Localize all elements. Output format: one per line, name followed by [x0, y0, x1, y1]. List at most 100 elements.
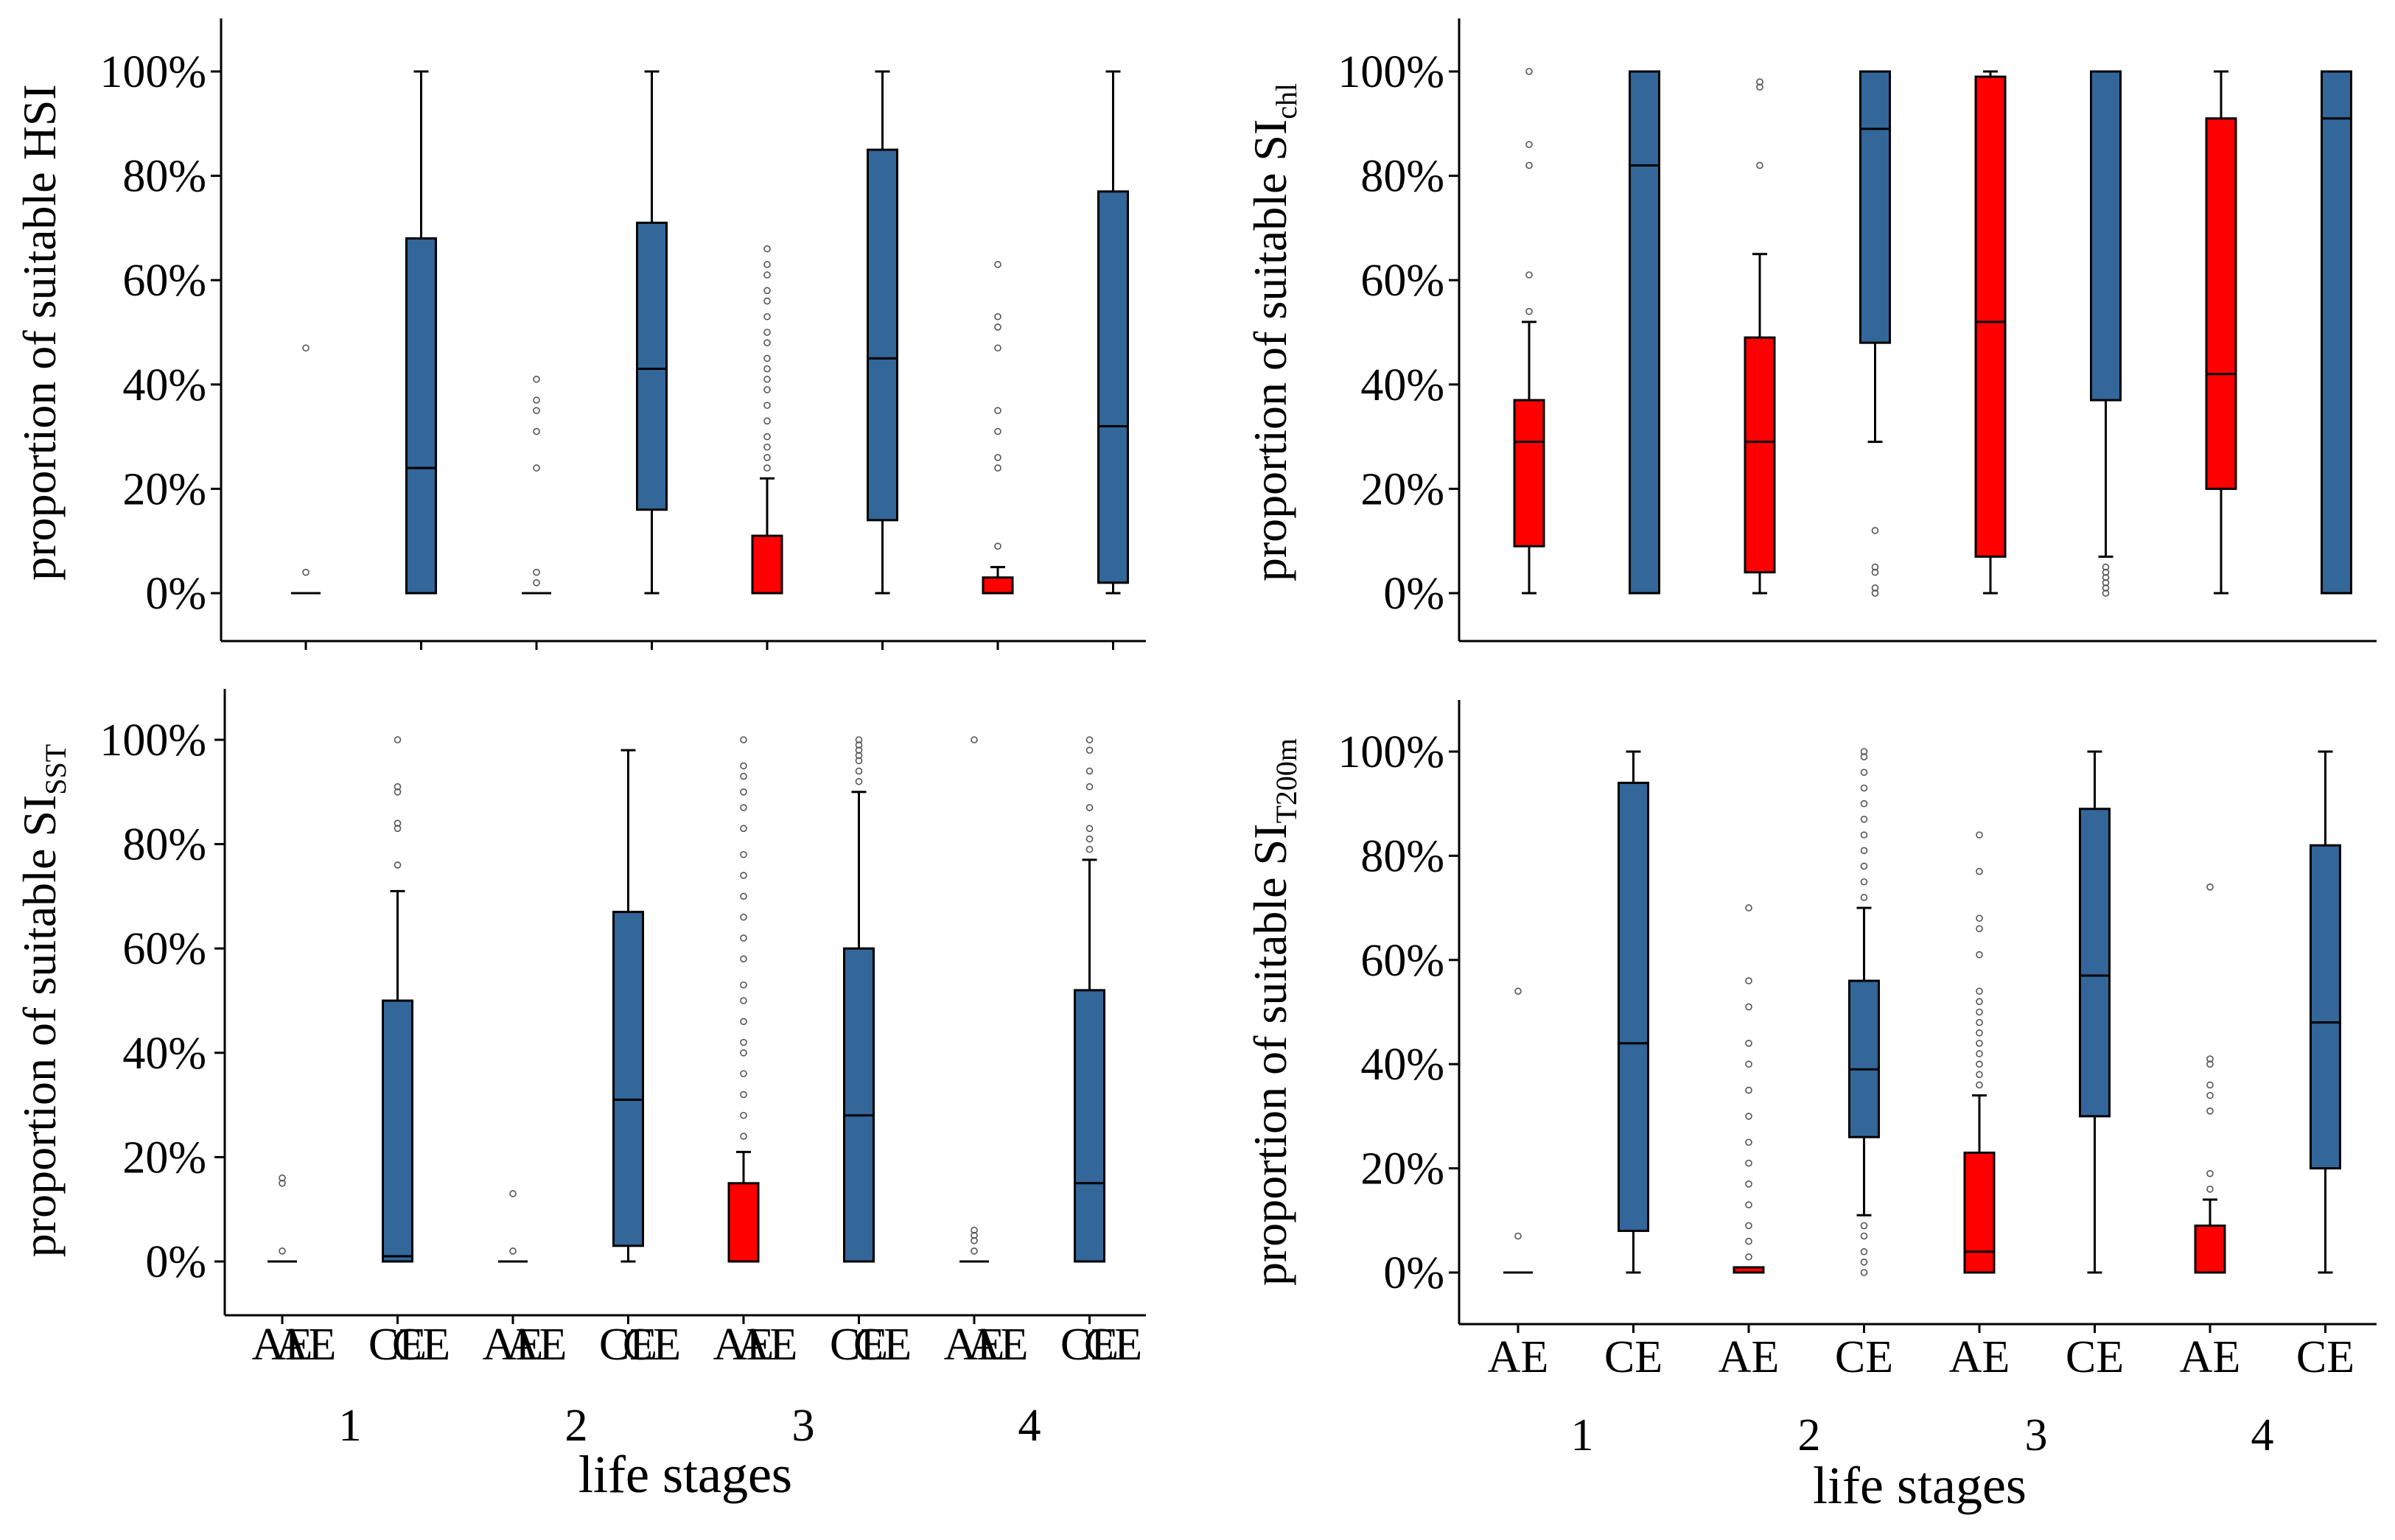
- outlier-point: [1976, 914, 1983, 923]
- outlier-point: [994, 407, 1001, 415]
- x-category-label: CE: [1084, 1320, 1142, 1370]
- outlier-point: [740, 872, 747, 879]
- outlier-point: [1525, 68, 1533, 75]
- outlier-point: [533, 375, 540, 383]
- outlier-point: [1745, 1003, 1752, 1011]
- box-CE-stage-3: [867, 70, 898, 595]
- outlier-point: [533, 568, 540, 576]
- box-CE-stage-1: [1629, 70, 1660, 595]
- outlier-point: [971, 1247, 978, 1255]
- y-axis-label-subscript: chl: [1270, 83, 1303, 119]
- outlier-point: [740, 1038, 747, 1046]
- y-tick-label: 40%: [122, 1029, 206, 1079]
- outlier-point: [763, 454, 771, 461]
- box-AE-stage-4: [982, 261, 1014, 595]
- outlier-point: [1085, 767, 1094, 775]
- outlier-point: [855, 777, 863, 785]
- box-iqr: [1513, 399, 1545, 547]
- outlier-point: [994, 261, 1001, 268]
- x-category-label: AE: [252, 1320, 313, 1370]
- y-tick-label: 100%: [99, 715, 206, 766]
- box-CE-stage-4: [1097, 70, 1129, 595]
- outlier-point: [394, 736, 402, 743]
- y-tick-label: 80%: [122, 152, 206, 202]
- outlier-point: [740, 1070, 747, 1077]
- outlier-point: [394, 783, 402, 791]
- x-category-label: AE: [1949, 1332, 2010, 1382]
- box-CE-stage-1: [382, 736, 413, 1263]
- outlier-point: [763, 443, 771, 451]
- y-tick-label: 20%: [1360, 1144, 1444, 1194]
- outlier-point: [763, 464, 771, 472]
- outlier-point: [2206, 1055, 2214, 1063]
- outlier-point: [1525, 141, 1533, 148]
- panel-2: 0% 20% 40% 60% 80% 100% proportion of suitable…: [1244, 18, 2377, 643]
- outlier-point: [1085, 825, 1094, 833]
- y-tick-label: 20%: [122, 464, 206, 514]
- outlier-point: [1745, 1222, 1752, 1230]
- outlier-point: [763, 386, 771, 393]
- outlier-point: [740, 934, 747, 942]
- box-iqr: [405, 237, 437, 595]
- outlier-point: [763, 402, 771, 409]
- outlier-point: [1860, 1247, 1868, 1256]
- outlier-point: [1976, 1029, 1983, 1037]
- outlier-point: [2102, 568, 2110, 576]
- box-iqr: [1859, 70, 1891, 344]
- outlier-point: [509, 1190, 517, 1197]
- outlier-point: [763, 312, 771, 321]
- x-category-label: AE: [1719, 1332, 1780, 1382]
- box-iqr: [727, 1182, 760, 1263]
- outlier-point: [1085, 783, 1094, 791]
- outlier-point: [2102, 584, 2110, 592]
- outlier-point: [394, 788, 402, 796]
- x-category-label: CE: [392, 1320, 450, 1370]
- outlier-point: [1871, 527, 1879, 534]
- outlier-point: [740, 1091, 747, 1099]
- outlier-point: [971, 1226, 978, 1234]
- outlier-point: [740, 981, 747, 989]
- y-tick-label: 40%: [1360, 360, 1444, 410]
- outlier-point: [2206, 1060, 2214, 1068]
- outlier-point: [855, 736, 863, 743]
- outlier-point: [2206, 883, 2214, 891]
- x-category-label: CE: [599, 1320, 657, 1370]
- panel-3: 0% 20% 40% 60% 80% 100% proportion of suitable…: [13, 689, 1146, 1504]
- y-axis-label: proportion of suitable SIT200m: [1244, 738, 1303, 1286]
- outlier-point: [1976, 987, 1983, 995]
- box-AE-stage-3: [751, 245, 783, 595]
- outlier-point: [763, 245, 771, 253]
- outlier-point: [1860, 748, 1868, 755]
- box-iqr: [867, 148, 898, 522]
- box-AE-stage-2: [498, 1190, 528, 1263]
- outlier-point: [1860, 847, 1868, 855]
- box-iqr: [2205, 117, 2237, 490]
- outlier-point: [740, 913, 747, 921]
- x-category-label: AE: [737, 1320, 798, 1370]
- box-iqr: [1974, 75, 2007, 558]
- x-category-label: CE: [1060, 1320, 1119, 1370]
- box-iqr: [2090, 70, 2122, 402]
- x-axis-label: life stages: [1813, 1456, 2027, 1515]
- box-iqr: [2079, 808, 2111, 1118]
- box-iqr: [982, 576, 1014, 595]
- outlier-point: [740, 892, 747, 900]
- box-AE-stage-2: [1744, 78, 1776, 595]
- x-category-label: CE: [1835, 1332, 1893, 1382]
- box-iqr: [382, 999, 413, 1263]
- outlier-point: [2206, 1091, 2214, 1099]
- box-AE-stage-3: [727, 736, 760, 1263]
- stage-label: 1: [1571, 1410, 1594, 1460]
- outlier-point: [1745, 1237, 1752, 1245]
- y-tick-label: 20%: [1360, 464, 1444, 514]
- outlier-point: [763, 354, 771, 363]
- x-category-label: AE: [944, 1320, 1005, 1370]
- x-category-label: AE: [713, 1320, 775, 1370]
- stage-label: 4: [2251, 1410, 2274, 1460]
- box-iqr: [1618, 781, 1649, 1232]
- outlier-point: [533, 464, 540, 472]
- outlier-point: [1976, 1018, 1983, 1026]
- outlier-point: [1525, 307, 1533, 315]
- outlier-point: [763, 339, 771, 346]
